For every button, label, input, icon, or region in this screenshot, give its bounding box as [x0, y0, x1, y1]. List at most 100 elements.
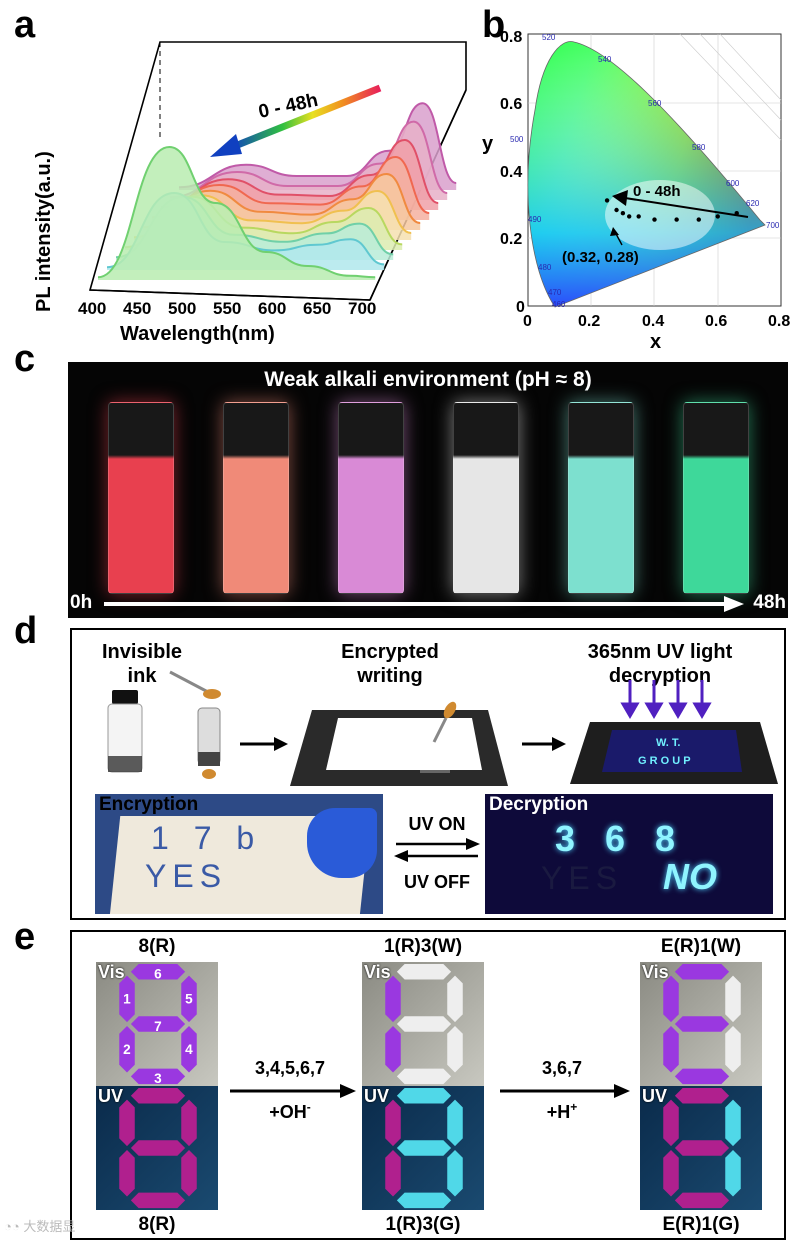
cie-point: [652, 217, 657, 222]
top-label-3: E(R)1(W): [660, 936, 742, 957]
digit-column-3: Vis UV: [640, 962, 762, 1210]
segment: [674, 1192, 730, 1209]
segment: [663, 975, 679, 1023]
bottom-label-3: E(R)1(G): [662, 1214, 740, 1235]
panel-a-letter: a: [14, 4, 36, 46]
panel-d-letter: d: [14, 610, 38, 652]
x-tick: 400: [78, 299, 106, 318]
segment-number: 1: [123, 992, 131, 1007]
y-tick: 0.4: [500, 164, 522, 181]
cie-point: [674, 217, 679, 222]
panel-b-chart: 520 540 560 580 600 620 700 500 490 480 …: [482, 29, 790, 353]
segment: [663, 1149, 679, 1197]
x-tick: 0: [523, 313, 532, 330]
decryption-line2-glow: NO: [663, 856, 717, 897]
x-tick: 650: [303, 299, 331, 318]
encryption-line1: 1 7 b: [151, 820, 263, 856]
wl-label: 460: [552, 300, 566, 309]
cie-point: [614, 207, 619, 213]
step-encrypted-writing: Encrypted writing: [341, 641, 439, 687]
x-tick: 0.8: [768, 313, 790, 330]
encryption-line2: YES: [145, 858, 228, 894]
wl-label: 490: [528, 215, 542, 224]
segment-number: 6: [154, 966, 162, 981]
glove-icon: [307, 808, 377, 878]
segment: [130, 1068, 186, 1085]
spectrum-line: [169, 120, 448, 199]
segment: [119, 1099, 135, 1147]
photo-mode-label: UV: [98, 1086, 124, 1106]
ink-vial-icon: [107, 690, 143, 773]
segment-number: 2: [123, 1042, 131, 1057]
panel-b-ylabel: y: [482, 133, 494, 155]
time-arrow-c: [104, 596, 744, 612]
segment-number: 7: [154, 1019, 162, 1034]
segment: [396, 963, 452, 980]
segment-number: 3: [154, 1071, 162, 1086]
segment: [130, 1140, 186, 1156]
wl-label: 600: [726, 179, 740, 188]
panel-a-chart: 0 - 48h 400 450 500 550 600 650 700 Wave…: [33, 41, 467, 345]
uv-photo: UV: [362, 1086, 484, 1210]
segment: [447, 1099, 463, 1147]
segment: [396, 1068, 452, 1085]
uv-light-arrows: [620, 680, 712, 719]
panel-b-letter: b: [482, 4, 506, 46]
panel-a-xlabel: Wavelength(nm): [120, 323, 275, 345]
x-tick: 600: [258, 299, 286, 318]
segment: [725, 975, 741, 1023]
step2-reagent-text: +H: [546, 1102, 571, 1122]
segment: [119, 975, 135, 1023]
vials-row: [108, 402, 768, 594]
bottom-label-2: 1(R)3(G): [385, 1214, 461, 1235]
photo-mode-label: Vis: [364, 962, 391, 982]
wavelength-labels: 520 540 560 580 600 620 700 500 490 480 …: [510, 33, 780, 309]
pen-icon: [169, 670, 221, 779]
panel-a-x-ticks: 400 450 500 550 600 650 700: [78, 299, 376, 318]
x-tick: 500: [168, 299, 196, 318]
digit-column-2: Vis UV: [362, 962, 484, 1210]
segment: [181, 1025, 197, 1073]
step1-reagent-charge: -: [306, 1100, 311, 1114]
panel-e-frame: [70, 930, 786, 1240]
cie-point: [636, 214, 641, 219]
segment: [130, 1016, 186, 1032]
writing-pad-icon: [290, 701, 508, 786]
reversible-arrows: [394, 838, 480, 862]
cie-arrow-label: 0 - 48h: [633, 183, 681, 200]
segment: [674, 1016, 730, 1032]
segment: [674, 963, 730, 980]
photo-mode-label: Vis: [642, 962, 669, 982]
decryption-label: Decryption: [489, 794, 589, 815]
segment: [130, 1087, 186, 1104]
x-tick: 700: [348, 299, 376, 318]
wl-label: 520: [542, 33, 556, 42]
top-label-2: 1(R)3(W): [383, 936, 463, 957]
panel-a-ylabel: PL intensity(a.u.): [33, 151, 55, 312]
cie-point-label: (0.32, 0.28): [562, 249, 639, 266]
bottom-label-1: 8(R): [138, 1214, 176, 1235]
decryption-line1: 3 6 8: [555, 818, 686, 859]
segment: [181, 975, 197, 1023]
segment: [385, 1099, 401, 1147]
cie-point: [620, 211, 626, 216]
segment: [725, 1149, 741, 1197]
spectrum-fill: [98, 147, 376, 280]
watermark-icon: ◔◔: [4, 1219, 20, 1234]
uv-on-label: UV ON: [408, 814, 466, 834]
wl-label: 580: [692, 143, 706, 152]
segment-number: 5: [185, 992, 193, 1007]
segment: [725, 1025, 741, 1073]
vial: [108, 402, 174, 594]
segment: [385, 1025, 401, 1073]
step-invisible-ink: Invisible ink: [101, 641, 183, 687]
segment: [385, 1149, 401, 1197]
step2-conditions: 3,6,7: [541, 1058, 583, 1078]
wl-label: 480: [538, 263, 552, 272]
panel-c-letter: c: [14, 338, 36, 380]
segment: [674, 1140, 730, 1156]
segment: [447, 1025, 463, 1073]
top-label-1: 8(R): [138, 936, 176, 957]
seven-segment-digit: [663, 1087, 741, 1209]
segment: [181, 1149, 197, 1197]
